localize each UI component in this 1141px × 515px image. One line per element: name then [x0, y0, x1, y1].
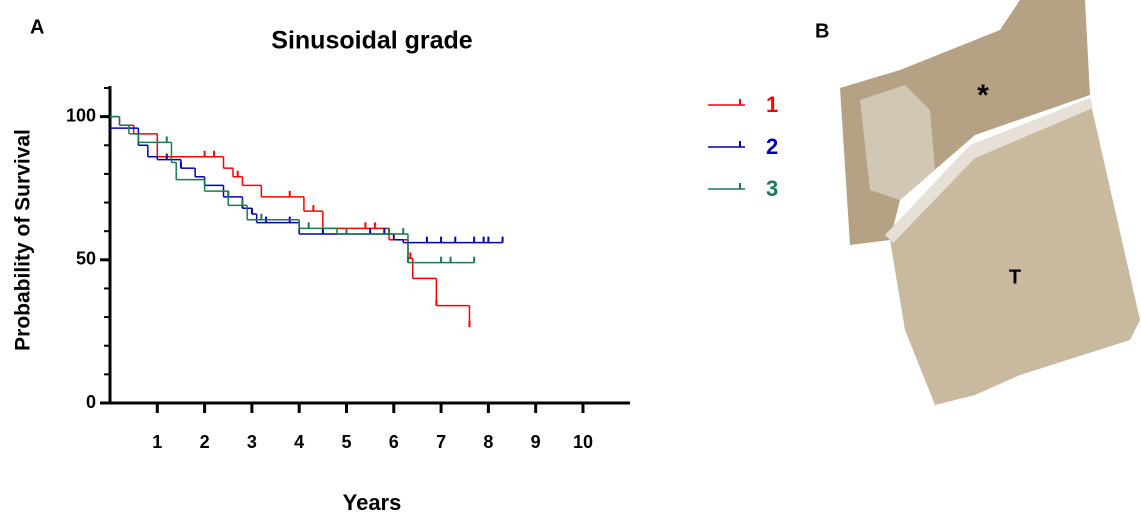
x-tick-label: 4: [294, 432, 304, 452]
x-tick-label: 8: [483, 432, 493, 452]
x-tick-label: 2: [200, 432, 210, 452]
y-tick-label: 100: [66, 105, 96, 125]
panel-label: B: [815, 20, 829, 42]
y-tick-label: 0: [86, 392, 96, 412]
x-tick-label: 5: [341, 432, 351, 452]
tissue-image: * T: [840, 0, 1140, 405]
x-tick-label: 7: [436, 432, 446, 452]
image-label: *: [977, 79, 989, 112]
y-axis-label: Probability of Survival: [12, 129, 35, 351]
x-tick-label: 3: [247, 432, 257, 452]
page: {"chart_data": {"type": "step", "title":…: [0, 0, 1141, 515]
x-tick-label: 10: [573, 432, 593, 452]
y-tick-label: 50: [76, 249, 96, 269]
figure: A B Sinusoidal grade Years Probability o…: [0, 0, 1141, 515]
x-tick-label: 9: [531, 432, 541, 452]
legend-label: 1: [766, 92, 778, 117]
panel-label: A: [30, 16, 44, 38]
x-axis-label: Years: [343, 490, 402, 515]
x-tick-label: 6: [389, 432, 399, 452]
chart-title: Sinusoidal grade: [271, 27, 473, 55]
x-tick-label: 1: [152, 432, 162, 452]
legend-label: 3: [766, 176, 778, 201]
legend-label: 2: [766, 134, 778, 159]
image-label: T: [1009, 266, 1021, 288]
